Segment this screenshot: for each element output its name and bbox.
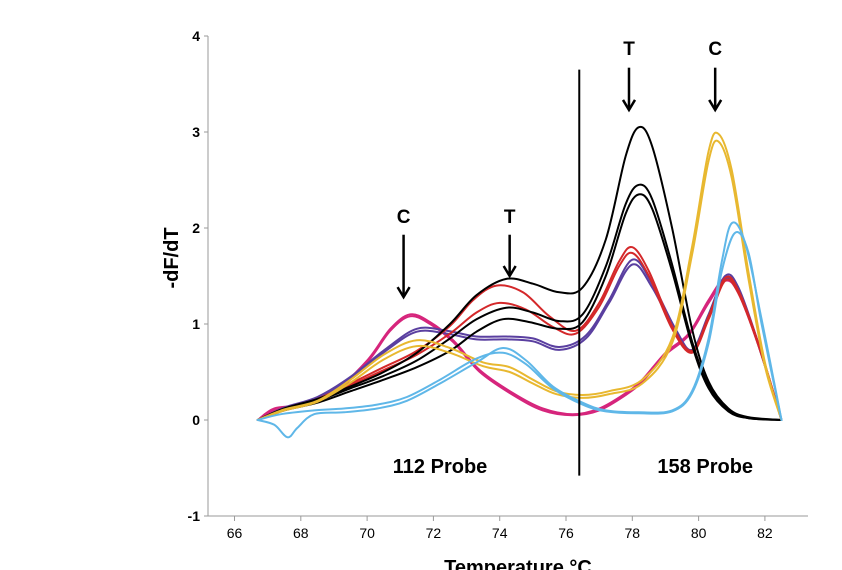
y-tick-label-0: -1 [188, 508, 201, 524]
annotation-arrowhead-3 [708, 99, 723, 113]
y-tick-label-3: 2 [192, 220, 200, 236]
annotation-label-3: C [708, 39, 722, 60]
ticks: 66 68 70 72 74 76 78 80 82 -1 0 1 2 3 4 [188, 28, 773, 541]
region-label-1: 158 Probe [657, 456, 753, 478]
y-tick-label-5: 4 [192, 28, 200, 44]
annotation-label-0: C [397, 207, 411, 228]
y-axis-title: -dF/dT [161, 227, 183, 288]
series-line-10 [256, 139, 783, 421]
annotation-label-1: T [504, 207, 516, 228]
x-tick-label-2: 70 [359, 525, 375, 541]
y-tick-label-1: 0 [192, 412, 200, 428]
annotation-arrowhead-1 [502, 265, 517, 279]
series-line-9 [256, 131, 783, 421]
x-tick-label-3: 72 [426, 525, 442, 541]
series-line-8 [256, 193, 783, 421]
annotation-arrowhead-0 [396, 286, 411, 300]
series-line-11 [256, 221, 783, 439]
series-line-6 [256, 125, 783, 421]
x-tick-label-4: 74 [492, 525, 508, 541]
y-tick-label-4: 3 [192, 124, 200, 140]
annotation-label-2: T [623, 39, 635, 60]
series-line-1 [256, 279, 783, 421]
y-tick-label-2: 1 [192, 316, 200, 332]
x-tick-label-1: 68 [293, 525, 309, 541]
annotations: C T T C 112 Probe 158 Probe [393, 39, 753, 478]
x-tick-label-7: 80 [691, 525, 707, 541]
series-line-7 [256, 183, 783, 421]
x-tick-label-8: 82 [757, 525, 773, 541]
series-line-12 [256, 231, 783, 421]
x-tick-label-6: 78 [625, 525, 641, 541]
region-label-0: 112 Probe [393, 456, 488, 478]
x-tick-label-0: 66 [227, 525, 243, 541]
x-axis-title: Temperature °C [444, 557, 592, 570]
axes [206, 36, 808, 517]
annotation-arrowhead-2 [621, 99, 637, 113]
x-tick-label-5: 76 [558, 525, 574, 541]
series-layer [256, 125, 783, 439]
